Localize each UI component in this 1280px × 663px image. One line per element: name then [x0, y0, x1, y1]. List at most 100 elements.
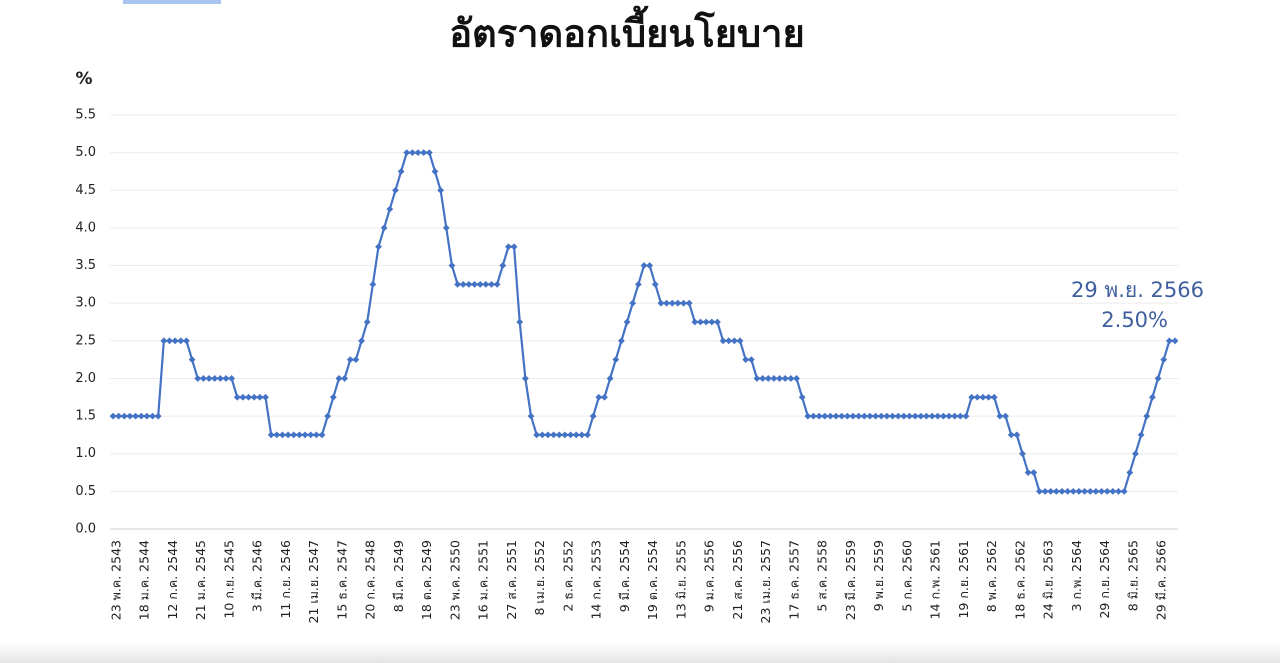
x-tick-label: 5 ส.ค. 2558: [815, 540, 830, 612]
data-point: [821, 412, 829, 420]
data-point: [1069, 487, 1077, 495]
data-point: [702, 318, 710, 326]
x-tick-label: 20 ก.ค. 2548: [363, 540, 378, 620]
data-point: [1103, 487, 1111, 495]
bottom-bar: [0, 643, 1280, 663]
data-point: [527, 412, 535, 420]
data-point: [188, 356, 196, 364]
x-tick-label: 8 มี.ค. 2549: [391, 540, 406, 612]
y-tick-label: 0.0: [75, 522, 96, 537]
data-point: [256, 393, 264, 401]
data-point: [1092, 487, 1100, 495]
data-point: [521, 375, 529, 382]
data-point: [267, 431, 275, 439]
data-point: [414, 149, 422, 157]
data-point: [708, 318, 716, 326]
data-point: [369, 280, 377, 288]
data-point: [843, 412, 851, 420]
data-point: [742, 356, 750, 364]
data-point: [386, 205, 394, 213]
x-tick-label: 23 เม.ย. 2557: [758, 540, 773, 623]
data-point: [120, 412, 128, 420]
data-point: [205, 375, 213, 382]
data-point: [335, 375, 343, 382]
data-point: [584, 431, 591, 439]
data-point: [250, 393, 258, 401]
data-point: [397, 168, 405, 175]
y-tick-label: 5.0: [75, 145, 96, 160]
data-point: [194, 375, 202, 382]
x-tick-label: 16 ม.ค. 2551: [476, 540, 491, 620]
data-point: [860, 412, 868, 420]
x-tick-label: 19 ก.ย. 2561: [956, 540, 971, 619]
data-point: [222, 375, 230, 382]
data-point: [872, 412, 880, 420]
data-point: [1165, 337, 1173, 345]
x-tick-label: 21 เม.ย. 2547: [306, 540, 321, 623]
data-point: [488, 280, 495, 288]
data-point: [838, 412, 846, 420]
x-tick-label: 3 ก.พ. 2564: [1069, 540, 1084, 612]
x-tick-label: 9 มี.ค. 2554: [617, 540, 632, 612]
x-tick-label: 14 ก.พ. 2561: [928, 540, 943, 619]
y-tick-label: 3.5: [75, 258, 96, 273]
data-point: [968, 393, 976, 401]
data-point: [499, 262, 507, 269]
data-point: [1126, 469, 1134, 476]
x-tick-label: 27 ส.ค. 2551: [504, 540, 519, 620]
data-point: [928, 412, 936, 420]
data-point: [561, 431, 569, 439]
data-point: [798, 393, 806, 401]
data-point: [589, 412, 597, 420]
x-tick-label: 13 มิ.ย. 2555: [673, 540, 688, 619]
data-point: [115, 412, 123, 420]
data-point: [567, 431, 574, 439]
x-tick-label: 24 มิ.ย. 2563: [1041, 540, 1056, 619]
data-point: [233, 393, 241, 401]
data-point: [1109, 487, 1117, 495]
data-point: [934, 412, 942, 420]
x-tick-label: 21 ม.ค. 2545: [193, 540, 208, 620]
y-tick-label: 3.0: [75, 296, 96, 311]
chart-title: อัตราดอกเบี้ยนโยบาย: [449, 6, 805, 56]
data-point: [516, 318, 524, 326]
data-point: [262, 393, 269, 401]
x-tick-label: 18 ธ.ค. 2562: [1012, 540, 1027, 620]
data-point: [177, 337, 185, 345]
data-point: [420, 149, 428, 157]
data-point: [431, 168, 439, 175]
data-point: [1030, 469, 1038, 476]
y-tick-label: 2.5: [75, 333, 96, 348]
data-point: [1019, 450, 1026, 458]
data-point: [663, 299, 670, 307]
data-point: [730, 337, 738, 345]
data-point: [747, 356, 755, 364]
data-point: [1098, 487, 1105, 495]
data-point: [403, 149, 411, 157]
data-point: [827, 412, 834, 420]
data-point: [437, 186, 445, 194]
x-tick-label: 23 พ.ค. 2543: [109, 540, 124, 620]
x-tick-label: 9 ม.ค. 2556: [702, 540, 717, 612]
data-point: [228, 375, 236, 382]
data-point: [714, 318, 721, 326]
y-tick-label: 2.0: [75, 371, 96, 386]
x-tick-label: 2 ธ.ค. 2552: [560, 540, 575, 612]
data-point: [312, 431, 320, 439]
data-point: [618, 337, 625, 345]
data-point: [166, 337, 173, 345]
data-point: [1036, 487, 1043, 495]
data-point: [697, 318, 704, 326]
data-point: [137, 412, 145, 420]
data-point: [555, 431, 563, 439]
annotation: 29 พ.ย. 2566: [1071, 278, 1204, 302]
data-point: [1013, 431, 1021, 439]
data-point: [951, 412, 959, 420]
data-point: [939, 412, 947, 420]
data-point: [1171, 337, 1179, 345]
data-point: [996, 412, 1004, 420]
data-point: [889, 412, 896, 420]
data-point: [352, 356, 360, 364]
data-point: [448, 262, 456, 269]
